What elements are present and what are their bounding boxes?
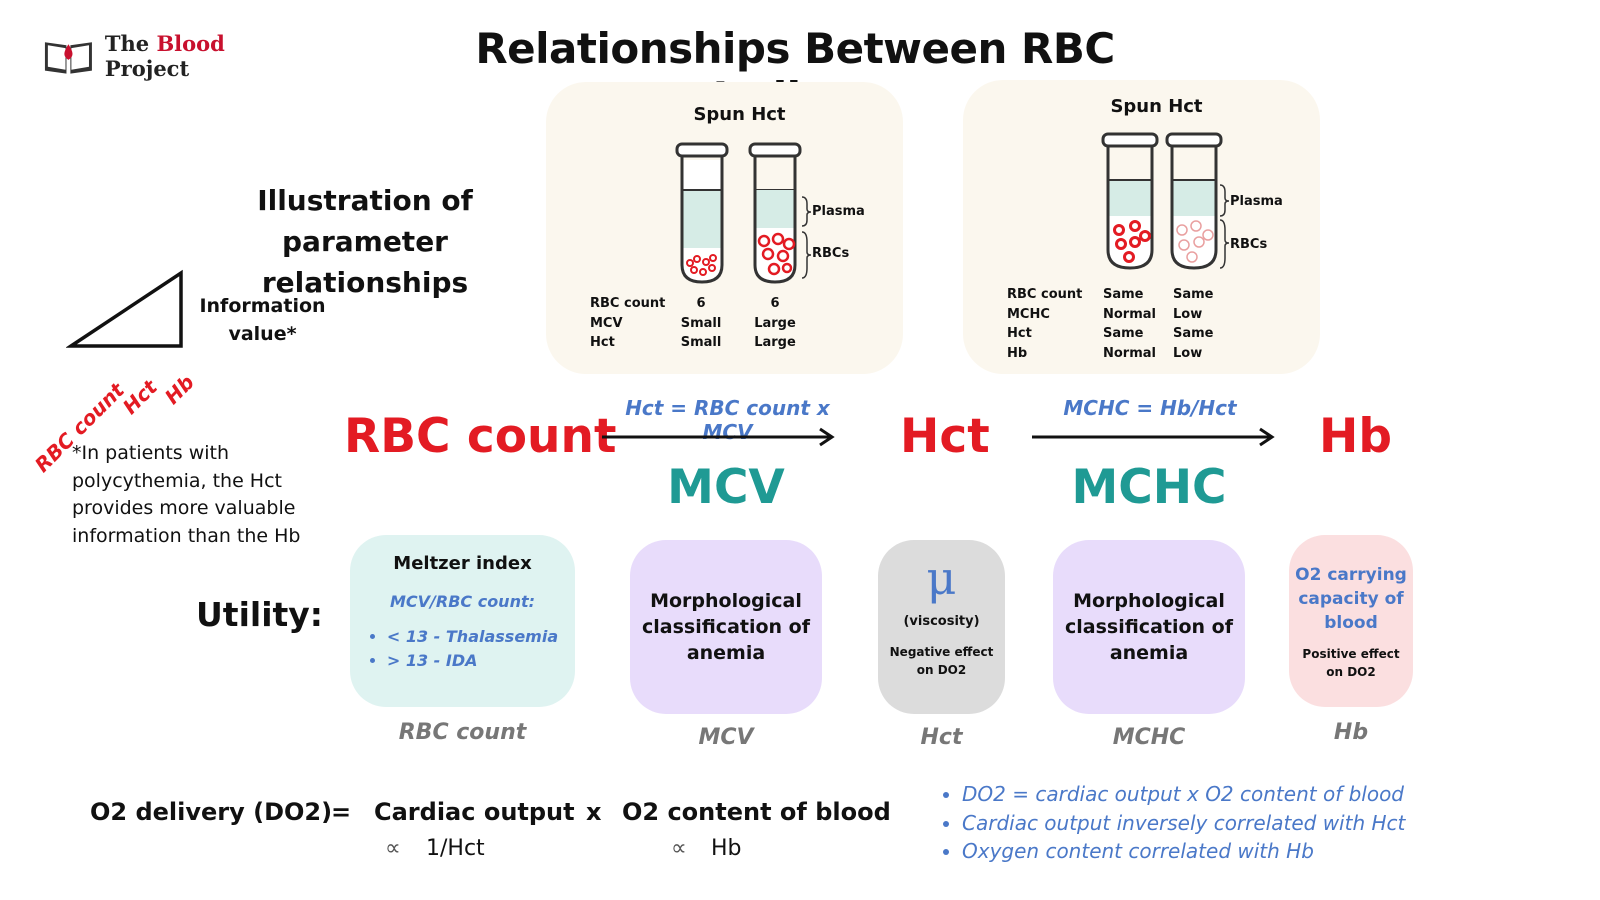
information-value-label: Information value* [199,295,326,345]
spun-hct-panel-left: Spun Hct Plasma RBCs RBC count M [546,82,903,374]
row-labels: RBC count MCV Hct [590,296,666,350]
mcv-utility-box: Morphological classification of anemia [630,540,822,714]
meltzer-formula: MCV/RBC count: [389,592,536,611]
hb-utility-box: O2 carrying capacity of blood Positive e… [1289,535,1413,707]
meltzer-index-box: Meltzer index MCV/RBC count: < 13 - Thal… [350,535,575,707]
plasma-label: Plasma [812,204,865,219]
tube2-values: 6 Large Large [754,296,796,350]
times-sign: x [586,798,602,826]
mchc-utility-text: Morphological classification of anemia [1065,590,1234,664]
rbcs-label: RBCs [812,246,850,261]
test-tubes-mchc [1101,132,1230,270]
do2-notes: DO2 = cardiac output x O2 content of blo… [940,780,1405,866]
tube1-values: 6 Small Small [680,296,722,350]
list-item: Oxygen content correlated with Hb [962,837,1405,866]
arrow-right-icon [1032,427,1275,447]
hb-heading: Hb [1319,409,1392,464]
proportional-icon: ∝ [671,836,687,861]
caption-mcv: MCV [698,725,754,750]
caption-rbc-count: RBC count [398,720,527,745]
mcv-utility-text: Morphological classification of anemia [642,590,811,664]
meltzer-title: Meltzer index [393,553,532,574]
caption-hb: Hb [1333,720,1369,745]
information-value-triangle [66,269,183,348]
axis-label-hb: Hb [160,370,199,409]
do2-label: O2 delivery (DO2) [90,798,333,826]
cardiac-output-proportion: 1/Hct [426,836,485,861]
utility-label: Utility: [196,595,323,634]
list-item: DO2 = cardiac output x O2 content of blo… [962,780,1405,809]
tube1-values: Same Normal Same Normal [1103,287,1156,361]
test-tubes-mcv [675,142,812,284]
plasma-label: Plasma [1230,194,1283,209]
viscosity-label: (viscosity) [903,614,980,629]
list-item: Cardiac output inversely correlated with… [962,809,1405,838]
spun-hct-panel-right: Spun Hct Plasma RBCs RBC count MCHC Hct … [963,80,1320,374]
hct-effect: Negative effect on DO2 [889,645,994,677]
row-labels: RBC count MCHC Hct Hb [1007,287,1083,361]
list-item: > 13 - IDA [387,649,558,673]
hb-utility-text: O2 carrying capacity of blood [1295,565,1407,633]
rbcs-label: RBCs [1230,237,1268,252]
tube2-values: Same Low Same Low [1173,287,1214,361]
rbc-count-heading: RBC count [344,409,617,464]
mchc-heading: MCHC [1071,460,1227,515]
hct-heading: Hct [900,409,990,464]
arrow-right-icon [602,427,835,447]
axis-label-hct: Hct [118,375,162,419]
polycythemia-note: *In patients with polycythemia, the Hct … [72,442,301,547]
cardiac-output-label: Cardiac output [374,798,575,826]
hct-formula: Hct = RBC count x MCV [625,396,830,444]
proportional-icon: ∝ [385,836,401,861]
panel-title: Spun Hct [1110,96,1203,117]
panel-title: Spun Hct [693,104,786,125]
equals-sign: = [331,798,352,826]
mu-icon: μ [926,551,957,605]
list-item: < 13 - Thalassemia [387,625,558,649]
logo: The Blood Project [42,31,312,81]
logo-text: The Blood Project [104,31,225,81]
book-icon [44,42,92,74]
meltzer-list: < 13 - Thalassemia > 13 - IDA [367,625,558,673]
caption-mchc: MCHC [1112,725,1186,750]
mchc-utility-box: Morphological classification of anemia [1053,540,1245,714]
caption-hct: Hct [920,725,963,750]
o2-content-proportion: Hb [711,836,742,861]
hct-utility-box: μ (viscosity) Negative effect on DO2 [878,540,1005,714]
illustration-heading: Illustration of parameter relationships [257,184,473,299]
hb-effect: Positive effect on DO2 [1302,647,1400,679]
mchc-formula: MCHC = Hb/Hct [1063,396,1237,420]
mcv-heading: MCV [667,460,785,515]
o2-content-label: O2 content of blood [622,798,891,826]
